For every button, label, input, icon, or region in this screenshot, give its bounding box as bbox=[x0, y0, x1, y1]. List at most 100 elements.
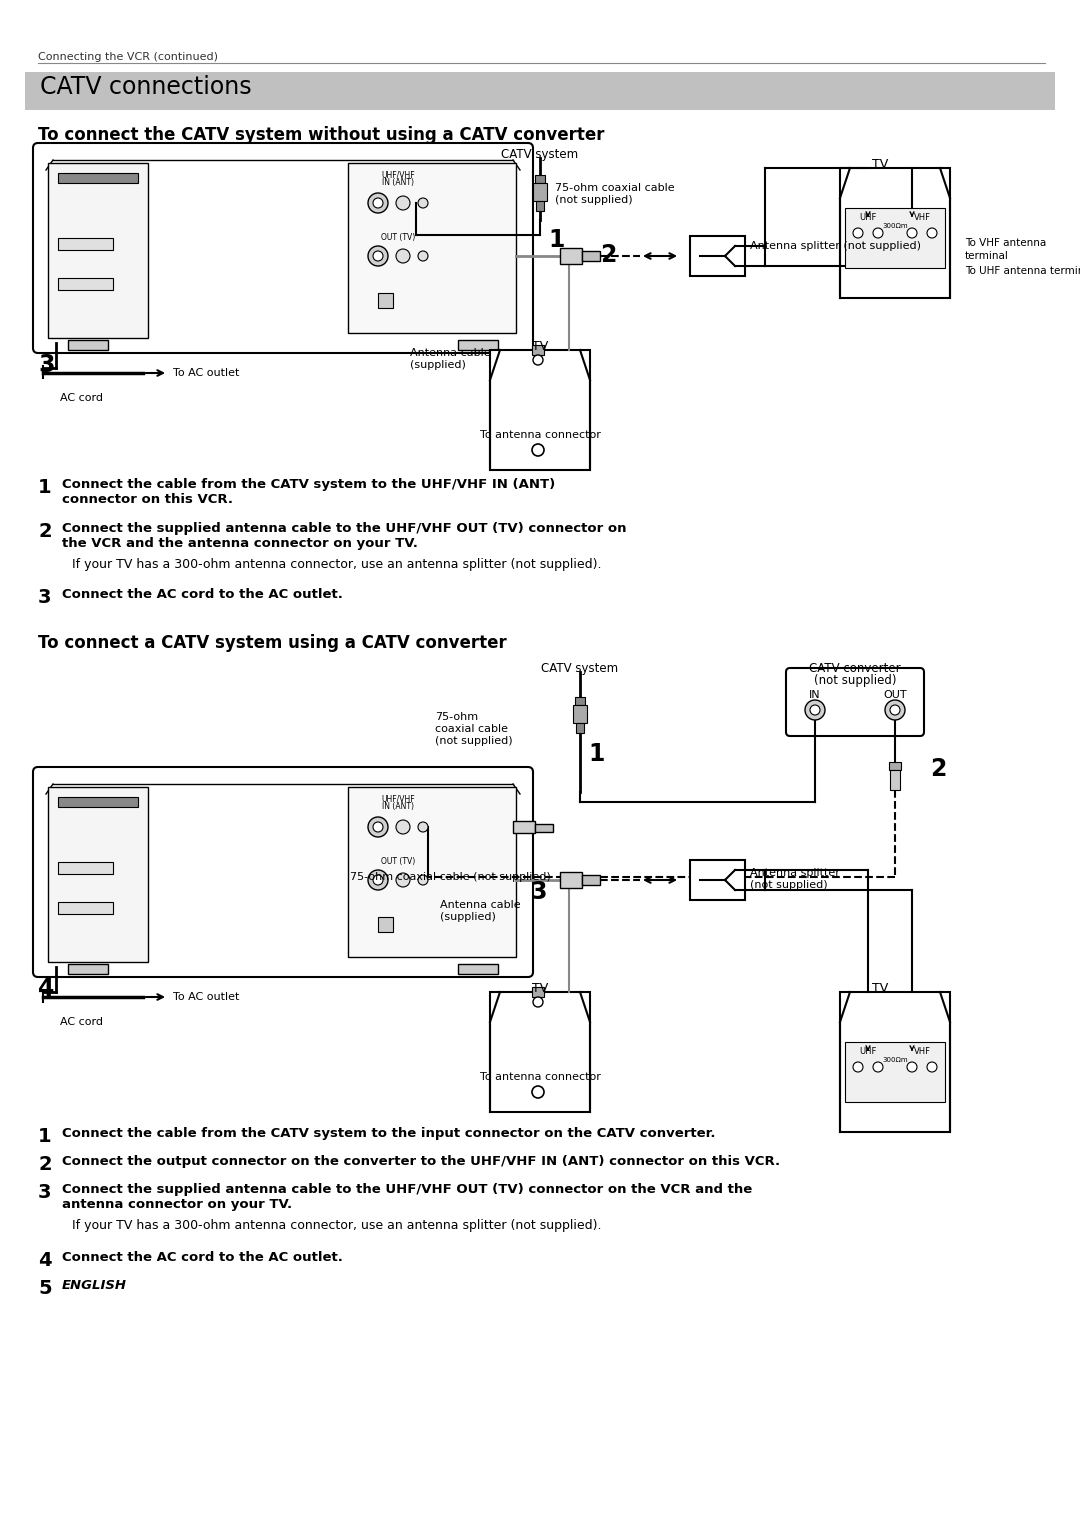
Bar bbox=[68, 341, 108, 350]
Bar bbox=[576, 723, 584, 733]
Bar bbox=[840, 992, 950, 1132]
Text: To UHF antenna terminal: To UHF antenna terminal bbox=[966, 266, 1080, 277]
Text: (supplied): (supplied) bbox=[440, 912, 496, 921]
Text: 300Ωm: 300Ωm bbox=[882, 1057, 908, 1063]
Text: UHF/VHF: UHF/VHF bbox=[381, 170, 415, 179]
Text: 300Ωm: 300Ωm bbox=[882, 223, 908, 229]
Bar bbox=[532, 987, 544, 996]
Text: (not supplied): (not supplied) bbox=[813, 674, 896, 688]
Text: terminal: terminal bbox=[966, 251, 1009, 261]
Bar bbox=[561, 872, 582, 888]
Circle shape bbox=[873, 228, 883, 238]
Text: (not supplied): (not supplied) bbox=[435, 736, 513, 746]
Text: TV: TV bbox=[872, 983, 888, 995]
Text: Connecting the VCR (continued): Connecting the VCR (continued) bbox=[38, 52, 218, 63]
Circle shape bbox=[373, 199, 383, 208]
FancyBboxPatch shape bbox=[33, 767, 534, 976]
Bar bbox=[58, 278, 113, 290]
Circle shape bbox=[373, 251, 383, 261]
Text: 1: 1 bbox=[588, 743, 605, 766]
Circle shape bbox=[368, 869, 388, 889]
Bar bbox=[58, 862, 113, 874]
Circle shape bbox=[853, 1062, 863, 1073]
Bar bbox=[536, 202, 544, 211]
Bar bbox=[573, 704, 588, 723]
Bar bbox=[845, 1042, 945, 1102]
Circle shape bbox=[890, 704, 900, 715]
Bar bbox=[378, 293, 393, 309]
Text: 2: 2 bbox=[930, 756, 946, 781]
Text: Connect the cable from the CATV system to the input connector on the CATV conver: Connect the cable from the CATV system t… bbox=[62, 1128, 715, 1140]
Bar bbox=[48, 163, 148, 338]
Text: (not supplied): (not supplied) bbox=[555, 196, 633, 205]
Bar bbox=[348, 163, 516, 333]
Circle shape bbox=[418, 199, 428, 208]
Text: 2: 2 bbox=[38, 1155, 52, 1174]
Text: CATV system: CATV system bbox=[501, 148, 579, 160]
Text: ENGLISH: ENGLISH bbox=[62, 1279, 127, 1293]
Bar bbox=[348, 787, 516, 957]
Bar bbox=[68, 964, 108, 973]
Text: OUT: OUT bbox=[883, 691, 907, 700]
Text: 4: 4 bbox=[38, 1251, 52, 1270]
Bar bbox=[890, 770, 900, 790]
Text: UHF: UHF bbox=[860, 1047, 877, 1056]
Circle shape bbox=[418, 822, 428, 833]
Text: AC cord: AC cord bbox=[60, 1018, 103, 1027]
FancyBboxPatch shape bbox=[786, 668, 924, 736]
Circle shape bbox=[373, 822, 383, 833]
Text: To antenna connector: To antenna connector bbox=[480, 429, 600, 440]
Bar bbox=[534, 183, 546, 202]
Text: CATV system: CATV system bbox=[541, 662, 619, 675]
Bar bbox=[532, 345, 544, 354]
Text: To AC outlet: To AC outlet bbox=[173, 368, 240, 377]
Text: 3: 3 bbox=[530, 880, 546, 905]
Text: 4: 4 bbox=[38, 976, 54, 1001]
Circle shape bbox=[368, 817, 388, 837]
Text: Connect the supplied antenna cable to the UHF/VHF OUT (TV) connector on
the VCR : Connect the supplied antenna cable to th… bbox=[62, 523, 626, 550]
Circle shape bbox=[396, 872, 410, 886]
Bar bbox=[58, 798, 138, 807]
Circle shape bbox=[805, 700, 825, 720]
Text: 3: 3 bbox=[38, 588, 52, 607]
Text: 1: 1 bbox=[548, 228, 565, 252]
Text: (not supplied): (not supplied) bbox=[750, 880, 827, 889]
Bar bbox=[458, 964, 498, 973]
Text: Antenna splitter (not supplied): Antenna splitter (not supplied) bbox=[750, 241, 921, 251]
Bar bbox=[58, 902, 113, 914]
Circle shape bbox=[396, 249, 410, 263]
Circle shape bbox=[873, 1062, 883, 1073]
Bar bbox=[690, 860, 745, 900]
Circle shape bbox=[534, 354, 543, 365]
Circle shape bbox=[396, 196, 410, 209]
FancyBboxPatch shape bbox=[33, 144, 534, 353]
Text: IN: IN bbox=[809, 691, 821, 700]
Circle shape bbox=[396, 821, 410, 834]
Text: coaxial cable: coaxial cable bbox=[435, 724, 508, 733]
Text: 75-ohm: 75-ohm bbox=[435, 712, 478, 723]
Text: 1: 1 bbox=[38, 478, 52, 497]
Text: OUT (TV): OUT (TV) bbox=[381, 232, 415, 241]
Bar bbox=[513, 821, 535, 833]
Text: 3: 3 bbox=[38, 353, 54, 377]
Text: VHF: VHF bbox=[914, 212, 931, 222]
Bar bbox=[840, 168, 950, 298]
Circle shape bbox=[373, 876, 383, 885]
Circle shape bbox=[368, 193, 388, 212]
Text: (supplied): (supplied) bbox=[410, 361, 465, 370]
Circle shape bbox=[418, 251, 428, 261]
Circle shape bbox=[418, 876, 428, 885]
Text: 2: 2 bbox=[38, 523, 52, 541]
Bar bbox=[58, 173, 138, 183]
Text: To connect the CATV system without using a CATV converter: To connect the CATV system without using… bbox=[38, 125, 605, 144]
Bar bbox=[561, 248, 582, 264]
Circle shape bbox=[907, 228, 917, 238]
Bar bbox=[845, 208, 945, 267]
Bar bbox=[582, 876, 600, 885]
Text: TV: TV bbox=[872, 157, 888, 171]
Text: UHF: UHF bbox=[860, 212, 877, 222]
Text: CATV connections: CATV connections bbox=[40, 75, 252, 99]
Circle shape bbox=[534, 996, 543, 1007]
Bar bbox=[490, 350, 590, 471]
Bar bbox=[582, 251, 600, 261]
